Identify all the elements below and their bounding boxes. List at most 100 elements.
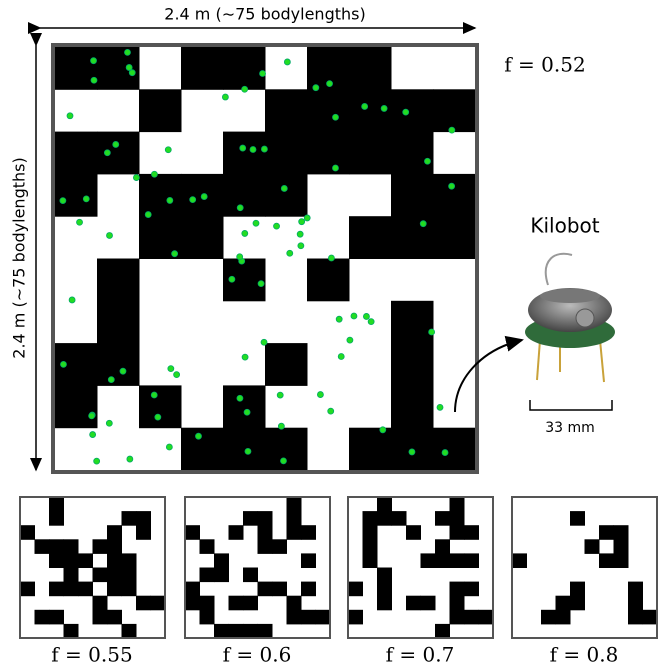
robot-dot — [165, 147, 171, 153]
black-tile — [421, 596, 436, 611]
black-tile — [433, 89, 476, 132]
robot-dot — [69, 297, 75, 303]
black-tile — [272, 582, 287, 597]
robot-dot — [240, 145, 246, 151]
black-tile — [258, 624, 273, 639]
black-tile — [214, 568, 229, 583]
robot-dot — [287, 250, 293, 256]
black-tile — [49, 539, 64, 554]
black-tile — [287, 497, 302, 512]
black-tile — [258, 539, 273, 554]
black-tile — [450, 525, 465, 540]
black-tile — [570, 511, 585, 526]
black-tile — [181, 47, 224, 90]
robot-dot — [260, 70, 266, 76]
robot-dot — [338, 353, 344, 359]
black-tile — [391, 301, 434, 344]
robot-dot — [107, 232, 113, 238]
black-tile — [229, 596, 244, 611]
robot-dot — [166, 444, 172, 450]
black-tile — [464, 610, 479, 625]
black-tile — [258, 511, 273, 526]
robot-dot — [261, 146, 267, 152]
robot-dot — [284, 59, 290, 65]
fill-panel: f = 0.7 — [348, 497, 494, 667]
fill-panel: f = 0.8 — [512, 497, 658, 667]
figure: 2.4 m (∼75 bodylengths) 2.4 m (∼75 bodyl… — [0, 0, 662, 668]
black-tile — [93, 539, 108, 554]
robot-dot — [124, 49, 130, 55]
black-tile — [64, 568, 79, 583]
black-tile — [97, 47, 140, 90]
black-tile — [628, 610, 643, 625]
black-tile — [107, 553, 122, 568]
robot-dot — [151, 171, 157, 177]
black-tile — [433, 216, 476, 259]
black-tile — [349, 216, 392, 259]
robot-dot — [304, 215, 310, 221]
black-tile — [392, 511, 407, 526]
robot-dot — [90, 432, 96, 438]
black-tile — [200, 610, 215, 625]
black-tile — [628, 582, 643, 597]
black-tile — [35, 610, 50, 625]
black-tile — [556, 596, 571, 611]
black-tile — [541, 610, 556, 625]
robot-dot — [327, 81, 333, 87]
robot-dot — [449, 183, 455, 189]
robot-dot — [253, 220, 259, 226]
robot-dot — [237, 205, 243, 211]
black-tile — [450, 610, 465, 625]
black-tile — [243, 624, 258, 639]
robot-dot — [108, 377, 114, 383]
black-tile — [200, 568, 215, 583]
robot-dot — [155, 414, 161, 420]
robot-dot — [120, 368, 126, 374]
robot-dot — [280, 458, 286, 464]
black-tile — [122, 511, 137, 526]
fill-panel: f = 0.6 — [185, 497, 331, 667]
black-tile — [122, 553, 137, 568]
black-tile — [464, 582, 479, 597]
black-tile — [49, 511, 64, 526]
black-tile — [78, 553, 93, 568]
black-tile — [363, 511, 378, 526]
black-tile — [35, 539, 50, 554]
black-tile — [55, 174, 98, 217]
black-tile — [628, 596, 643, 611]
black-tile — [450, 497, 465, 512]
robot-dot — [89, 413, 95, 419]
robot-dot — [333, 114, 339, 120]
black-tile — [391, 89, 434, 132]
black-tile — [200, 596, 215, 611]
black-tile — [122, 582, 137, 597]
robot-dot — [299, 219, 305, 225]
black-tile — [391, 132, 434, 175]
black-tile — [243, 596, 258, 611]
black-tile — [377, 497, 392, 512]
robot-dot — [442, 450, 448, 456]
robot-dot — [281, 185, 287, 191]
black-tile — [122, 624, 137, 639]
black-tile — [450, 553, 465, 568]
black-tile — [643, 610, 658, 625]
black-tile — [435, 553, 450, 568]
panel-label: f = 0.8 — [550, 643, 619, 667]
robot-dot — [60, 361, 66, 367]
robot-dot — [242, 354, 248, 360]
black-tile — [435, 511, 450, 526]
scale-bar — [530, 400, 612, 410]
black-tile — [464, 553, 479, 568]
robot-dot — [277, 392, 283, 398]
black-tile — [139, 174, 182, 217]
black-tile — [229, 624, 244, 639]
black-tile — [570, 596, 585, 611]
robot-dot — [429, 329, 435, 335]
black-tile — [78, 582, 93, 597]
robot-dot — [351, 313, 357, 319]
black-tile — [287, 525, 302, 540]
main-arena — [55, 47, 476, 471]
robot-dot — [201, 194, 207, 200]
black-tile — [287, 511, 302, 526]
robot-dot — [91, 77, 97, 83]
